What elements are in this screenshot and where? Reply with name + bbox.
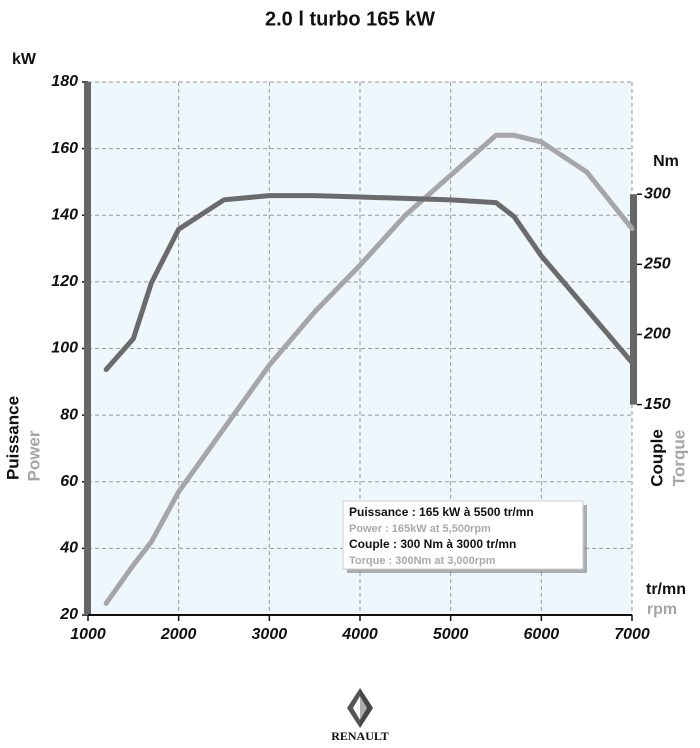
y-tick-label: 80 [60,406,78,423]
x-label: rpm [647,601,677,618]
legend-box [342,500,584,570]
y-tick-label: 160 [51,140,78,157]
annotation: Torque : 300Nm at 3,000rpm [349,555,496,567]
y-unit: kW [12,51,37,68]
y-axis-bar [84,82,91,615]
y2-tick-label: 250 [643,256,671,273]
y-tick-label: 40 [59,540,78,557]
x-tick-label: 1000 [70,626,106,643]
y-tick-label: 20 [59,606,78,623]
annotation: Power : 165kW at 5,500rpm [349,523,491,535]
y-label: Power [24,430,43,481]
y2-tick-label: 150 [644,396,671,413]
y-tick-label: 140 [51,206,78,223]
y2-unit: Nm [653,153,679,170]
x-tick-label: 2000 [160,626,197,643]
brand-name: RENAULT [331,729,389,743]
series-line [103,132,635,606]
x-tick-label: 3000 [252,626,288,643]
y-tick-label: 60 [60,473,78,490]
x-tick-label: 7000 [614,626,650,643]
x-label: tr/mn [646,581,686,598]
chart-title: 2.0 l turbo 165 kW [265,8,435,30]
annotation: Couple : 300 Nm à 3000 tr/mn [349,537,516,551]
y-tick-label: 180 [51,73,78,90]
y2-axis-bar [630,194,637,405]
y2-tick-label: 200 [643,326,671,343]
annotation: Puissance : 165 kW à 5500 tr/mn [349,505,534,519]
x-tick-label: 4000 [341,626,378,643]
y2-label: Couple [647,429,666,487]
y-label: Puissance [3,396,22,480]
x-tick-label: 6000 [524,626,560,643]
y2-label: Torque [669,430,688,486]
y-tick-label: 100 [51,340,78,357]
y-tick-label: 120 [51,273,78,290]
series-line [103,193,635,373]
x-tick-label: 5000 [433,626,469,643]
brand-logo [347,688,373,728]
y2-tick-label: 300 [644,185,671,202]
